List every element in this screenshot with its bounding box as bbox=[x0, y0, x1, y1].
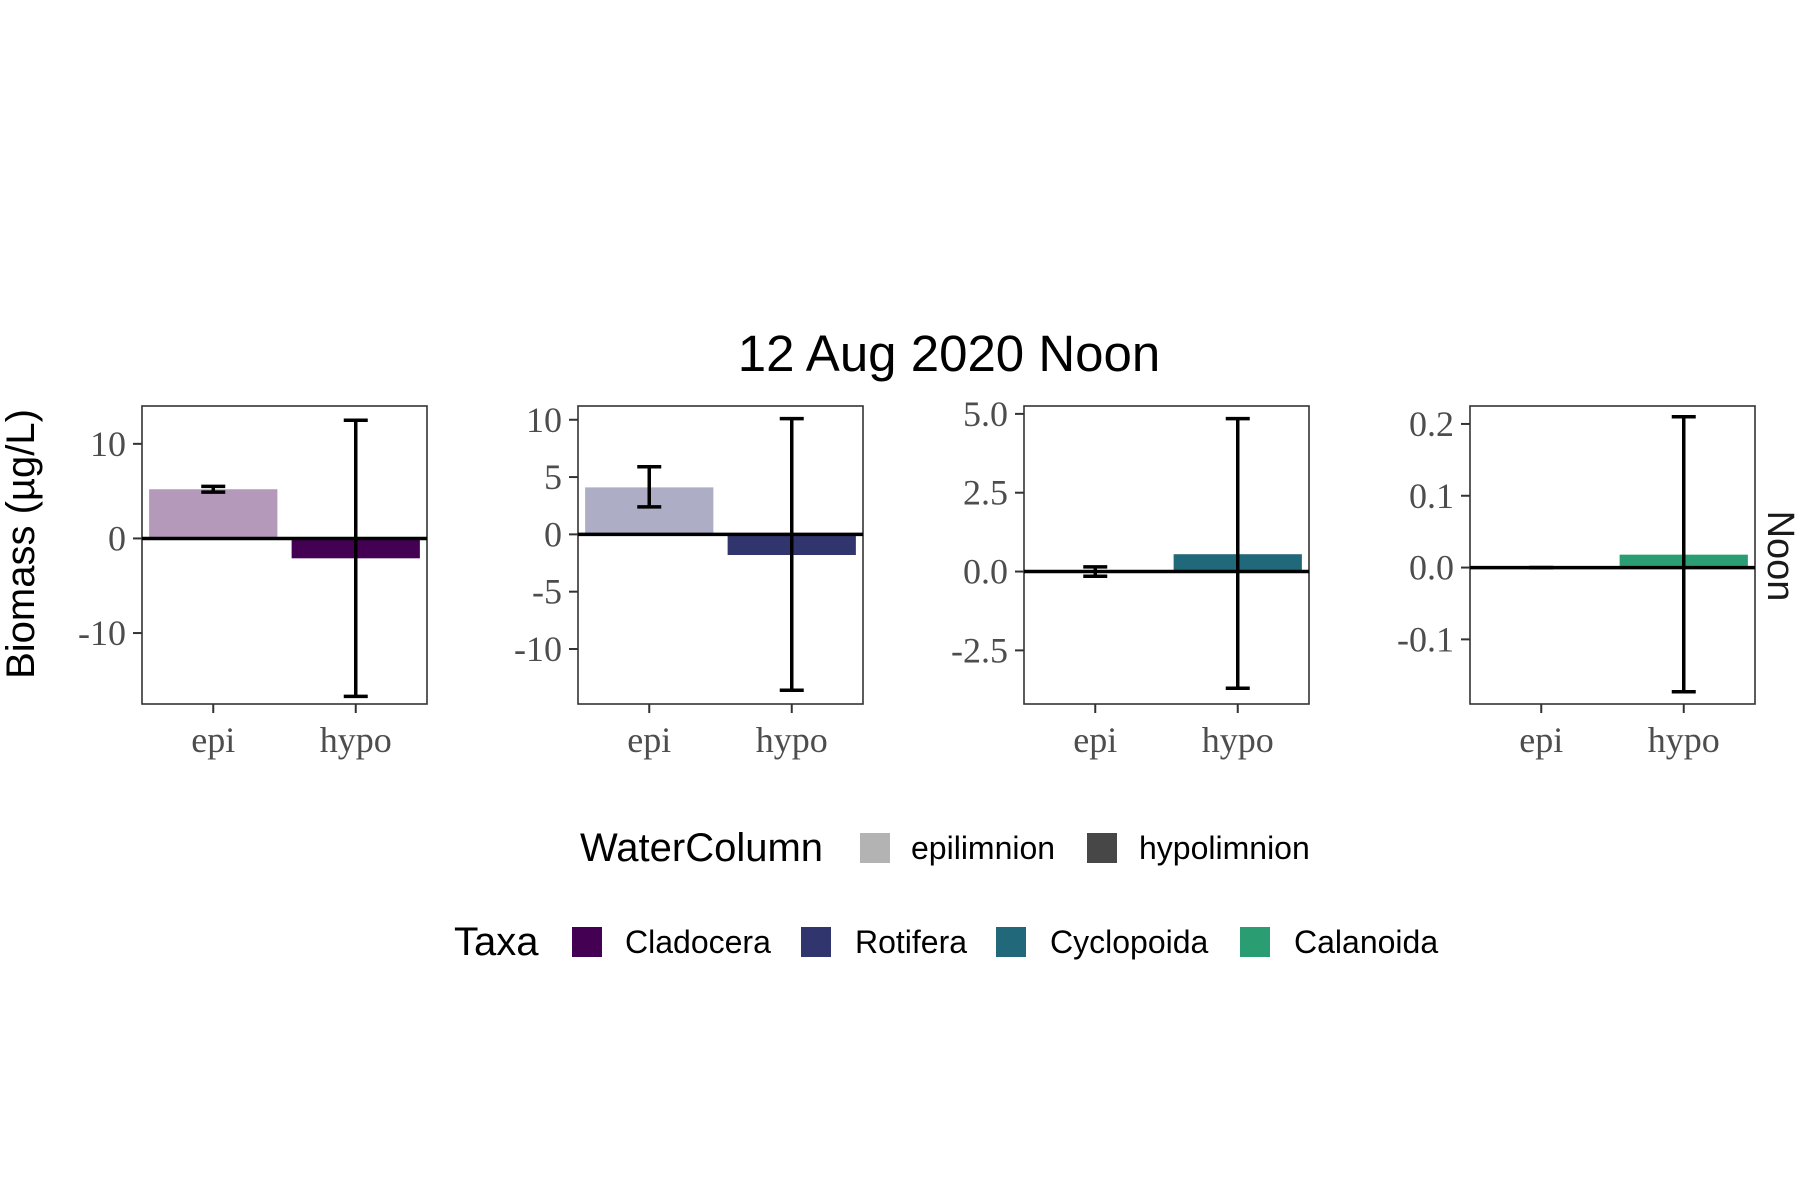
legend-label-calanoida: Calanoida bbox=[1294, 924, 1438, 960]
panel-rotifera: -10 -5 0 5 10 epi hypo bbox=[514, 400, 864, 760]
x-tick-label: epi bbox=[627, 720, 671, 760]
y-tick-label: 0.0 bbox=[1409, 548, 1454, 588]
chart-panels: -10 0 10 epi hypo -10 -5 0 5 10 epi hypo -2.5 0.0 2.5 5… bbox=[78, 394, 1756, 760]
legend-key-cladocera bbox=[572, 927, 602, 957]
legend-label-rotifera: Rotifera bbox=[855, 924, 967, 960]
panel-calanoida: -0.1 0.0 0.1 0.2 epi hypo bbox=[1397, 404, 1756, 760]
y-tick-label: 0.2 bbox=[1409, 404, 1454, 444]
chart-legends: WaterColumn epilimnion hypolimnion Taxa Clad… bbox=[454, 826, 1438, 964]
y-tick-label: 0 bbox=[544, 514, 562, 554]
y-tick-label: -5 bbox=[532, 572, 562, 612]
y-tick-label: 5.0 bbox=[963, 394, 1008, 434]
legend-watercolumn: WaterColumn epilimnion hypolimnion bbox=[580, 826, 1310, 870]
panel-cladocera: -10 0 10 epi hypo bbox=[78, 405, 428, 760]
y-tick-label: 5 bbox=[544, 457, 562, 497]
panel-cyclopoida: -2.5 0.0 2.5 5.0 epi hypo bbox=[951, 394, 1310, 760]
x-tick-label: hypo bbox=[756, 720, 828, 760]
x-tick-label: epi bbox=[1073, 720, 1117, 760]
y-tick-label: -10 bbox=[78, 613, 126, 653]
x-tick-label: hypo bbox=[1202, 720, 1274, 760]
x-tick-label: epi bbox=[191, 720, 235, 760]
x-tick-label: hypo bbox=[320, 720, 392, 760]
panel-border bbox=[1469, 405, 1756, 705]
x-tick-label: hypo bbox=[1648, 720, 1720, 760]
y-tick-label: 0.1 bbox=[1409, 476, 1454, 516]
y-tick-label: -0.1 bbox=[1397, 619, 1454, 659]
y-tick-label: -10 bbox=[514, 629, 562, 669]
legend-taxa: Taxa Cladocera Rotifera Cyclopoida Calanoida bbox=[454, 920, 1438, 964]
chart-title: 12 Aug 2020 Noon bbox=[738, 325, 1161, 382]
legend-key-calanoida bbox=[1240, 927, 1270, 957]
bar-epi bbox=[149, 489, 278, 539]
legend-label-hypolimnion: hypolimnion bbox=[1139, 830, 1310, 866]
legend-title: WaterColumn bbox=[580, 826, 823, 870]
legend-label-epilimnion: epilimnion bbox=[911, 830, 1055, 866]
legend-key-cyclopoida bbox=[996, 927, 1026, 957]
y-tick-label: 10 bbox=[90, 424, 126, 464]
y-axis-title: Biomass (µg/L) bbox=[0, 409, 43, 679]
legend-label-cyclopoida: Cyclopoida bbox=[1050, 924, 1209, 960]
y-tick-label: 10 bbox=[526, 400, 562, 440]
y-tick-label: 2.5 bbox=[963, 473, 1008, 513]
panel-border bbox=[1023, 405, 1310, 705]
legend-key-hypolimnion bbox=[1087, 833, 1117, 863]
x-tick-label: epi bbox=[1519, 720, 1563, 760]
legend-key-rotifera bbox=[801, 927, 831, 957]
legend-title: Taxa bbox=[454, 920, 539, 964]
legend-key-epilimnion bbox=[860, 833, 890, 863]
panel-border bbox=[577, 405, 864, 705]
legend-label-cladocera: Cladocera bbox=[625, 924, 771, 960]
facet-strip-label: Noon bbox=[1759, 511, 1800, 602]
y-tick-label: 0 bbox=[108, 518, 126, 558]
y-tick-label: 0.0 bbox=[963, 552, 1008, 592]
panel-border bbox=[141, 405, 428, 705]
y-tick-label: -2.5 bbox=[951, 630, 1008, 670]
